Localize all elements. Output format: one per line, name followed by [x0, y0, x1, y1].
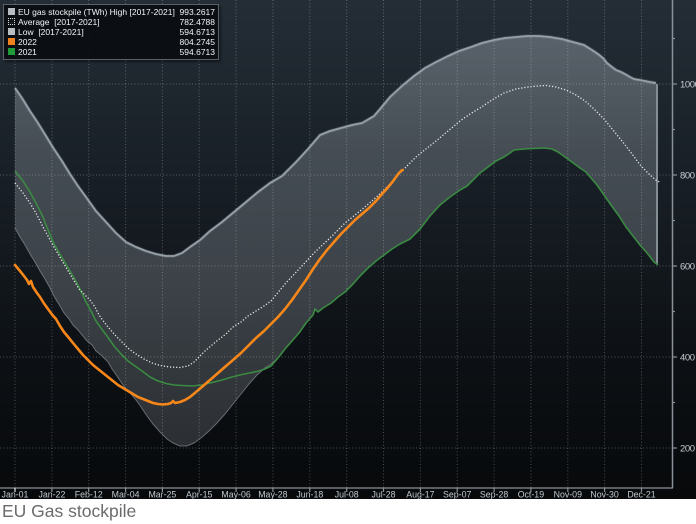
svg-text:Jan-22: Jan-22 — [38, 490, 65, 500]
svg-text:600: 600 — [680, 262, 695, 273]
svg-text:Oct-19: Oct-19 — [518, 490, 545, 500]
svg-text:Jan-01: Jan-01 — [2, 490, 29, 500]
svg-text:800: 800 — [680, 171, 695, 182]
svg-text:Jul-28: Jul-28 — [372, 490, 396, 500]
svg-text:Sep-28: Sep-28 — [480, 490, 508, 500]
svg-text:200: 200 — [680, 444, 695, 455]
svg-text:Nov-30: Nov-30 — [590, 490, 618, 500]
svg-text:Nov-09: Nov-09 — [554, 490, 582, 500]
svg-text:1000: 1000 — [680, 80, 696, 91]
svg-text:Jul-08: Jul-08 — [335, 490, 359, 500]
svg-text:Sep-07: Sep-07 — [443, 490, 471, 500]
svg-text:Apr-15: Apr-15 — [186, 490, 213, 500]
svg-text:Mar-04: Mar-04 — [112, 490, 140, 500]
svg-text:Aug-17: Aug-17 — [406, 490, 434, 500]
svg-text:Feb-12: Feb-12 — [75, 490, 103, 500]
svg-text:Mar-25: Mar-25 — [148, 490, 176, 500]
svg-text:May-28: May-28 — [258, 490, 287, 500]
svg-text:Dec-21: Dec-21 — [627, 490, 655, 500]
svg-text:May-06: May-06 — [221, 490, 250, 500]
svg-text:Jun-18: Jun-18 — [296, 490, 323, 500]
svg-text:400: 400 — [680, 353, 695, 364]
